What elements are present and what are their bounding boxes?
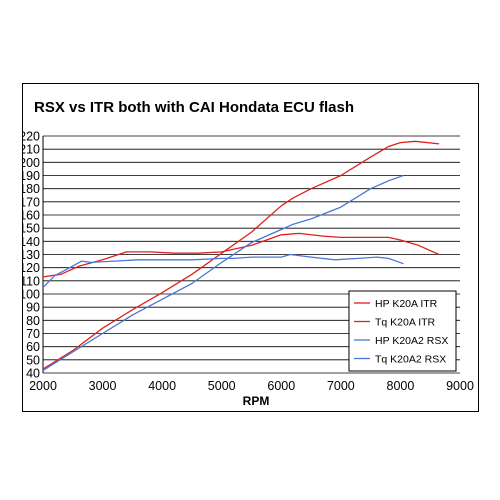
chart-title: RSX vs ITR both with CAI Hondata ECU fla… xyxy=(34,99,354,116)
y-tick-label: 220 xyxy=(23,130,40,144)
legend-label: Tq K20A ITR xyxy=(375,317,436,329)
y-tick-label: 90 xyxy=(26,301,40,315)
legend-label: HP K20A ITR xyxy=(375,298,438,310)
y-tick-label: 210 xyxy=(23,143,40,157)
series-line-1 xyxy=(42,140,440,370)
grid-layer xyxy=(43,135,460,374)
x-tick-label: 6000 xyxy=(267,379,295,393)
legend-label: Tq K20A2 RSX xyxy=(375,354,446,366)
y-tick-label: 40 xyxy=(26,367,40,381)
y-tick-label: 150 xyxy=(23,222,40,236)
y-tick-label: 190 xyxy=(23,169,40,183)
axis-layer: 4050607080901001101201301401501601701801… xyxy=(23,130,474,394)
x-tick-label: 4000 xyxy=(148,379,176,393)
legend: HP K20A ITR Tq K20A ITR HP K20A2 RSX Tq K20… xyxy=(348,290,457,372)
y-tick-label: 70 xyxy=(26,327,40,341)
x-tick-label: 8000 xyxy=(387,379,415,393)
y-tick-label: 140 xyxy=(23,235,40,249)
y-tick-label: 80 xyxy=(26,314,40,328)
y-tick-label: 200 xyxy=(23,156,40,170)
x-tick-label: 2000 xyxy=(29,379,57,393)
y-tick-label: 60 xyxy=(26,340,40,354)
legend-label: HP K20A2 RSX xyxy=(375,335,448,347)
x-axis-title: RPM xyxy=(243,394,270,408)
x-tick-label: 7000 xyxy=(327,379,355,393)
y-tick-label: 170 xyxy=(23,195,40,209)
series-line-2 xyxy=(42,232,440,278)
x-tick-label: 5000 xyxy=(208,379,236,393)
chart-svg: RSX vs ITR both with CAI Hondata ECU fla… xyxy=(23,99,474,408)
chart-frame: RSX vs ITR both with CAI Hondata ECU fla… xyxy=(22,83,479,412)
x-tick-label: 9000 xyxy=(446,379,474,393)
y-tick-label: 110 xyxy=(23,274,40,288)
y-tick-label: 120 xyxy=(23,261,40,275)
y-tick-label: 100 xyxy=(23,288,40,302)
x-tick-label: 3000 xyxy=(89,379,117,393)
y-tick-label: 180 xyxy=(23,182,40,196)
y-tick-label: 130 xyxy=(23,248,40,262)
series-layer xyxy=(42,140,440,371)
legend-box xyxy=(348,290,457,372)
y-tick-label: 160 xyxy=(23,209,40,223)
series-line-3 xyxy=(42,174,404,371)
series-line-4 xyxy=(42,253,404,288)
y-tick-label: 50 xyxy=(26,353,40,367)
